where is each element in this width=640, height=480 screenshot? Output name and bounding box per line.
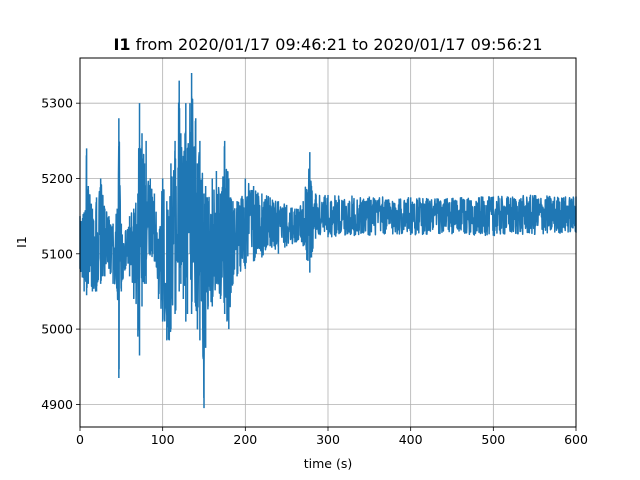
chart-title: I1 from 2020/01/17 09:46:21 to 2020/01/1… bbox=[113, 35, 542, 54]
y-tick-label: 5000 bbox=[41, 322, 73, 337]
x-tick-label: 100 bbox=[151, 432, 175, 447]
x-tick-label: 0 bbox=[76, 432, 84, 447]
y-tick-label: 4900 bbox=[41, 397, 73, 412]
x-tick-label: 500 bbox=[481, 432, 505, 447]
y-tick-label: 5100 bbox=[41, 246, 73, 261]
x-tick-label: 200 bbox=[233, 432, 257, 447]
chart-title-bold: I1 bbox=[113, 35, 130, 54]
y-axis-label: I1 bbox=[14, 236, 29, 248]
x-tick-label: 600 bbox=[564, 432, 588, 447]
y-tick-label: 5300 bbox=[41, 96, 73, 111]
chart-title-rest: from 2020/01/17 09:46:21 to 2020/01/17 0… bbox=[131, 35, 543, 54]
x-tick-label: 300 bbox=[316, 432, 340, 447]
y-tick-label: 5200 bbox=[41, 171, 73, 186]
x-tick-label: 400 bbox=[399, 432, 423, 447]
y-axis-ticks: 4900 5000 5100 5200 5300 bbox=[41, 96, 80, 412]
x-axis-ticks: 0 100 200 300 400 500 600 bbox=[76, 427, 588, 447]
series-layer bbox=[79, 73, 577, 409]
series-line bbox=[79, 73, 577, 409]
x-axis-label: time (s) bbox=[304, 456, 352, 471]
